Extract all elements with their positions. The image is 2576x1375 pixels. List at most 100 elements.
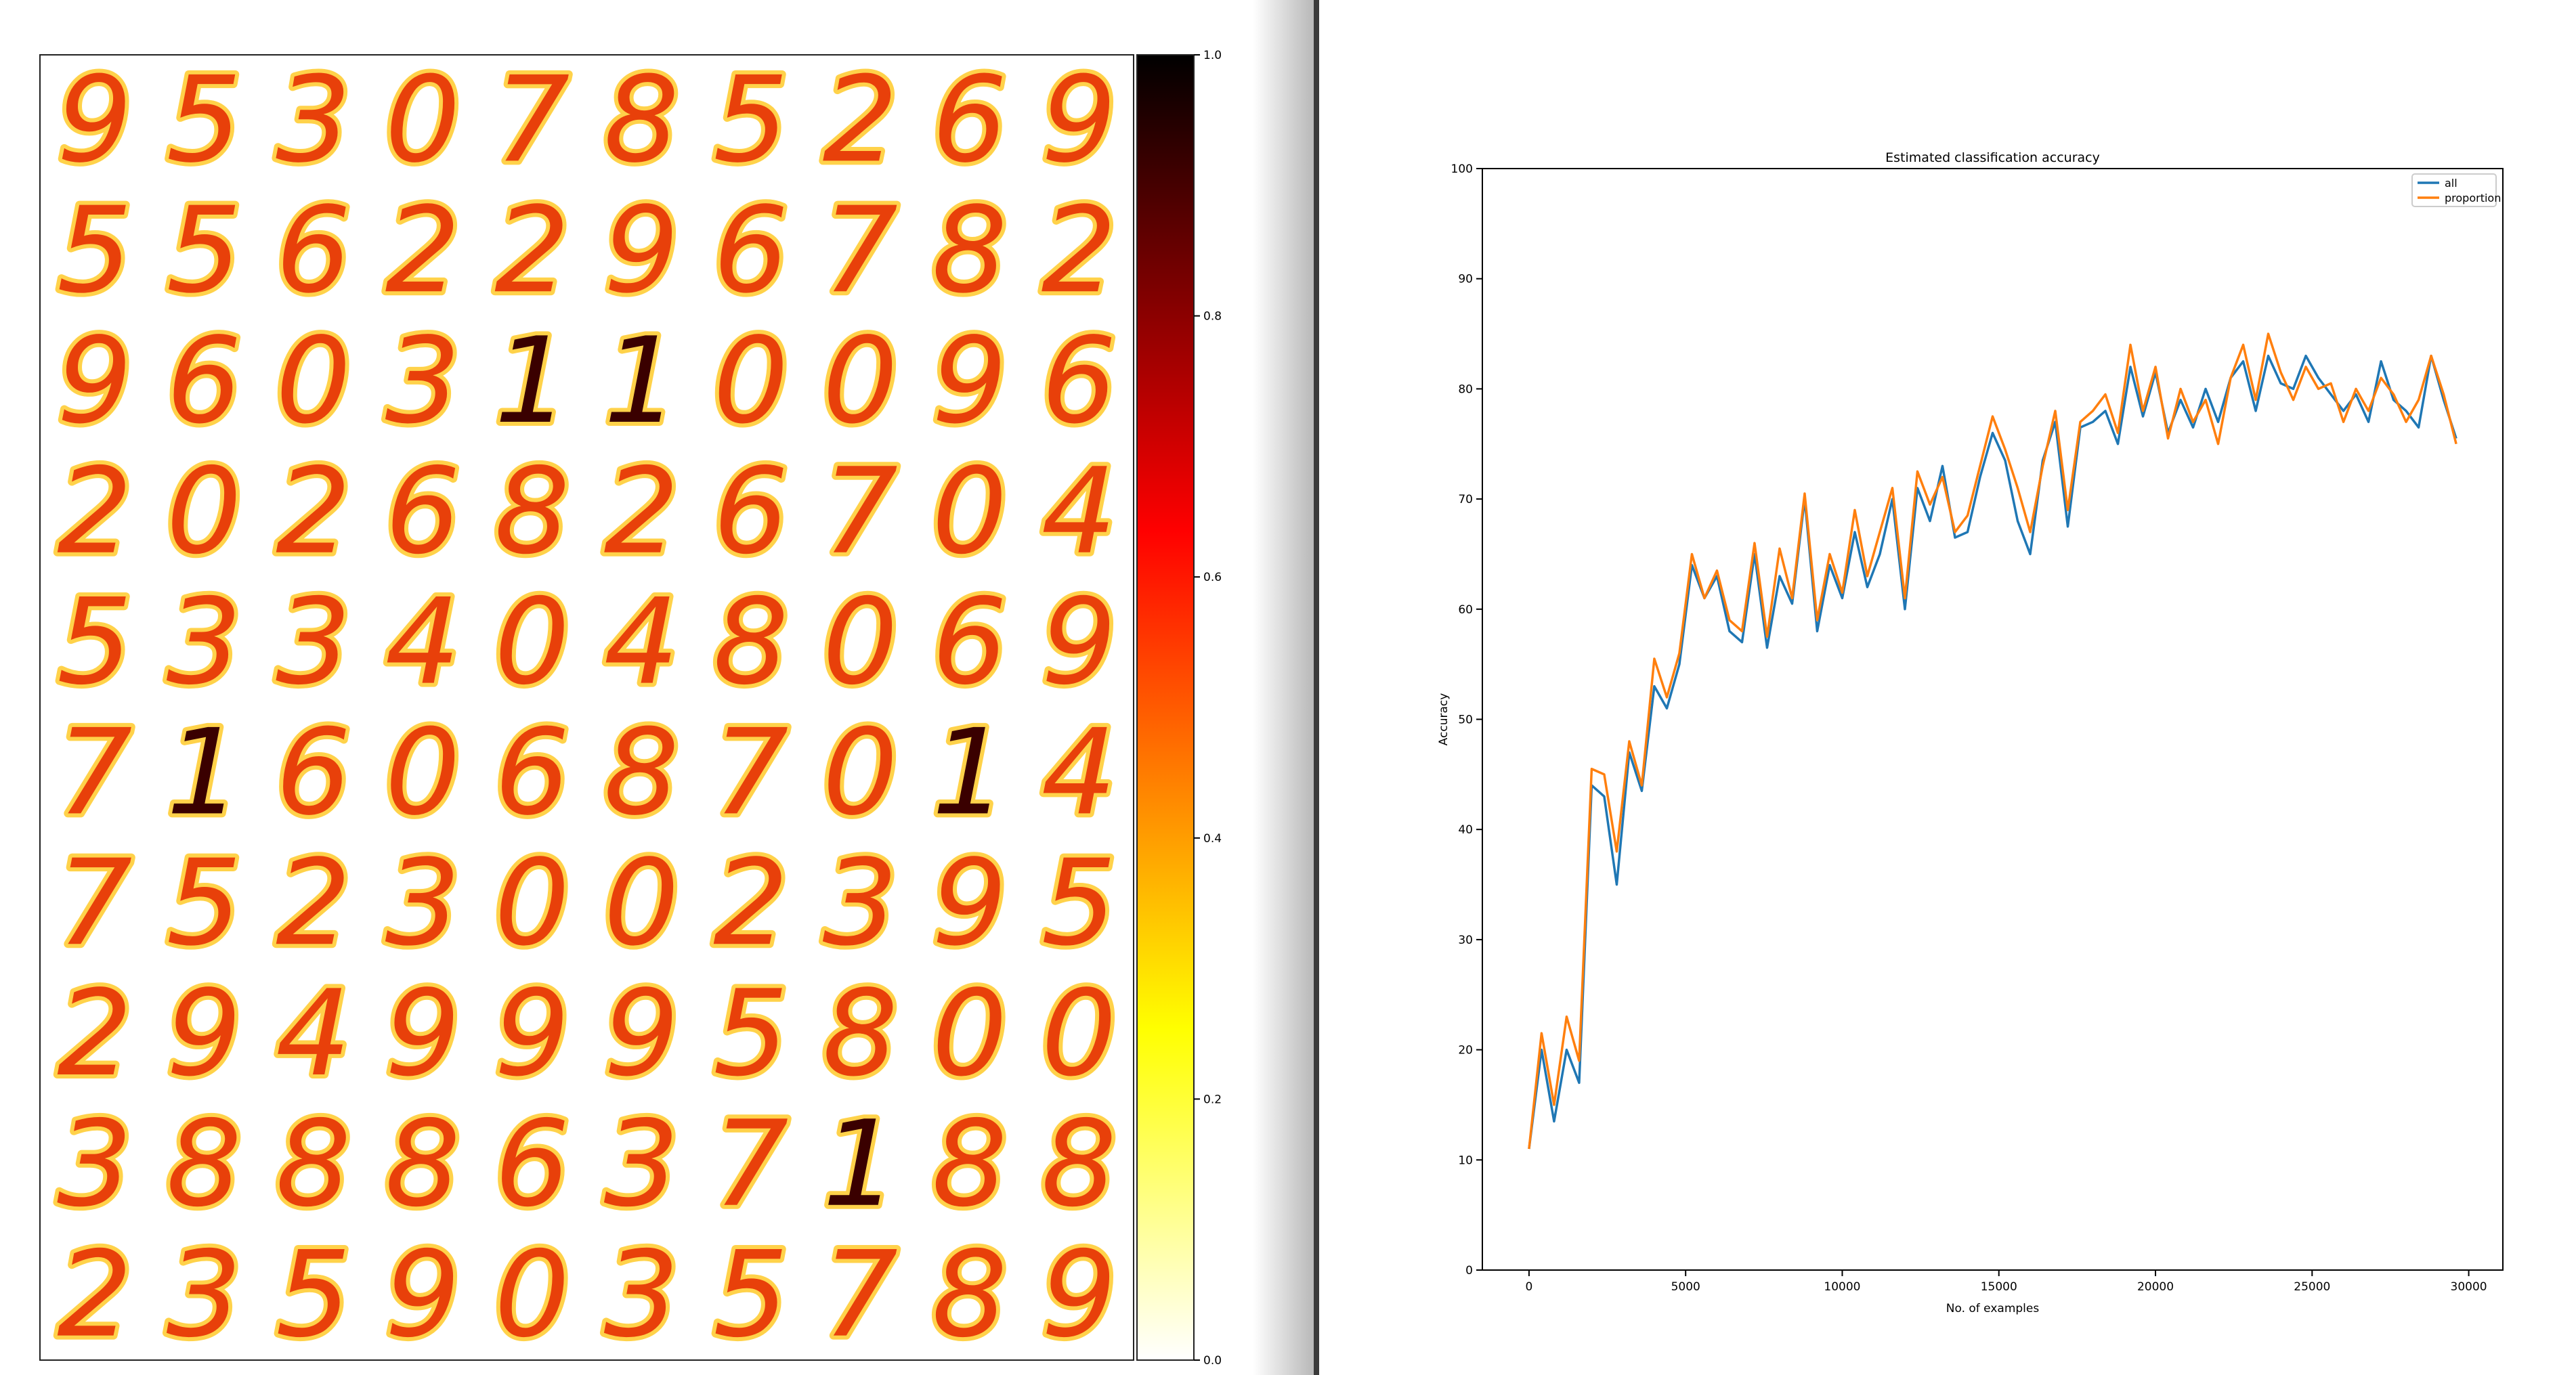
digit-image: 6 <box>494 1096 570 1234</box>
window-divider <box>1314 0 1319 1375</box>
digit-image: 7 <box>823 182 898 320</box>
digit-image: 7 <box>823 1227 898 1364</box>
digit-image: 8 <box>167 1096 242 1234</box>
digit-image: 5 <box>1042 835 1117 972</box>
digit-image: 6 <box>494 704 570 842</box>
digit-image: 6 <box>276 704 351 842</box>
digit-image: 5 <box>713 965 788 1103</box>
digit-image: 0 <box>385 51 460 189</box>
colorbar-tick-label: 1.0 <box>1203 49 1222 62</box>
digit-image: 3 <box>276 51 351 189</box>
digit-image: 9 <box>932 835 1007 972</box>
digit-image: 3 <box>167 1227 242 1364</box>
y-tick-label: 100 <box>1451 162 1473 176</box>
digit-image: 8 <box>276 1096 351 1234</box>
digit-image: 3 <box>604 1096 679 1234</box>
legend-label: proportion <box>2445 192 2501 204</box>
digit-image: 8 <box>604 704 679 842</box>
x-tick-label: 20000 <box>2137 1280 2174 1294</box>
digit-image: 2 <box>385 182 460 320</box>
digit-image: 9 <box>57 51 132 189</box>
x-tick-label: 5000 <box>1671 1280 1700 1294</box>
digit-image: 0 <box>1042 965 1117 1103</box>
digit-image: 2 <box>57 443 132 581</box>
digit-image: 8 <box>932 1227 1007 1364</box>
y-tick-label: 60 <box>1458 603 1473 617</box>
digit-image: 0 <box>932 965 1007 1103</box>
y-tick-label: 10 <box>1458 1154 1473 1167</box>
digit-image: 0 <box>713 313 788 450</box>
digit-image: 5 <box>57 182 132 320</box>
digit-image: 6 <box>713 443 788 581</box>
digit-image: 5 <box>167 835 242 972</box>
digit-image: 0 <box>494 1227 570 1364</box>
digit-image: 3 <box>57 1096 132 1234</box>
y-tick-label: 0 <box>1465 1264 1473 1278</box>
digit-image: 9 <box>57 313 132 450</box>
digit-image: 8 <box>494 443 570 581</box>
digit-image: 8 <box>604 51 679 189</box>
digit-image: 0 <box>823 313 898 450</box>
digit-image: 9 <box>1042 51 1117 189</box>
colorbar-tick-label: 0.4 <box>1203 832 1222 846</box>
digit-image: 0 <box>385 704 460 842</box>
digit-image: 5 <box>57 574 132 712</box>
x-tick-label: 25000 <box>2294 1280 2330 1294</box>
series-line <box>1528 354 2457 1150</box>
digit-image: 6 <box>1042 313 1117 450</box>
digit-image: 8 <box>932 1096 1007 1234</box>
digit-image: 2 <box>713 835 788 972</box>
y-tick-label: 30 <box>1458 934 1473 947</box>
digit-image: 8 <box>713 574 788 712</box>
digit-image: 5 <box>167 51 242 189</box>
digit-image: 4 <box>1042 704 1117 842</box>
digit-image: 1 <box>494 313 570 450</box>
digit-image: 7 <box>57 704 132 842</box>
digit-image: 0 <box>494 574 570 712</box>
digit-image: 5 <box>167 182 242 320</box>
digit-image: 7 <box>713 704 788 842</box>
digit-image: 4 <box>604 574 679 712</box>
digit-image: 4 <box>276 965 351 1103</box>
digit-image: 6 <box>385 443 460 581</box>
digit-image: 8 <box>1042 1096 1117 1234</box>
digit-image: 7 <box>713 1096 788 1234</box>
legend-label: all <box>2445 177 2457 190</box>
digit-image: 2 <box>1042 182 1117 320</box>
digit-image: 1 <box>604 313 679 450</box>
x-tick-label: 30000 <box>2451 1280 2487 1294</box>
digit-image: 2 <box>57 965 132 1103</box>
digit-image: 9 <box>385 1227 460 1364</box>
x-axis-label: No. of examples <box>1946 1302 2040 1315</box>
digit-image: 5 <box>713 51 788 189</box>
series-line <box>1528 332 2457 1150</box>
digit-image: 0 <box>494 835 570 972</box>
digit-image: 3 <box>604 1227 679 1364</box>
y-tick-label: 70 <box>1458 493 1473 506</box>
digit-image: 9 <box>604 965 679 1103</box>
digit-image: 2 <box>494 182 570 320</box>
digit-image: 0 <box>167 443 242 581</box>
colorbar <box>1136 54 1195 1361</box>
digit-image: 5 <box>276 1227 351 1364</box>
digit-image: 7 <box>494 51 570 189</box>
digit-image: 1 <box>932 704 1007 842</box>
digit-image: 8 <box>385 1096 460 1234</box>
digit-image: 8 <box>823 965 898 1103</box>
digit-image: 7 <box>57 835 132 972</box>
digit-image: 9 <box>385 965 460 1103</box>
digit-image: 2 <box>604 443 679 581</box>
digit-image: 3 <box>385 313 460 450</box>
digit-image: 6 <box>276 182 351 320</box>
digit-image: 9 <box>494 965 570 1103</box>
digit-image: 4 <box>385 574 460 712</box>
colorbar-tick-label: 0.8 <box>1203 310 1222 324</box>
digit-image: 2 <box>823 51 898 189</box>
digit-image: 9 <box>1042 574 1117 712</box>
digit-image: 2 <box>276 443 351 581</box>
digit-image: 0 <box>604 835 679 972</box>
digit-image: 6 <box>713 182 788 320</box>
y-tick-label: 50 <box>1458 714 1473 727</box>
digit-image: 8 <box>932 182 1007 320</box>
